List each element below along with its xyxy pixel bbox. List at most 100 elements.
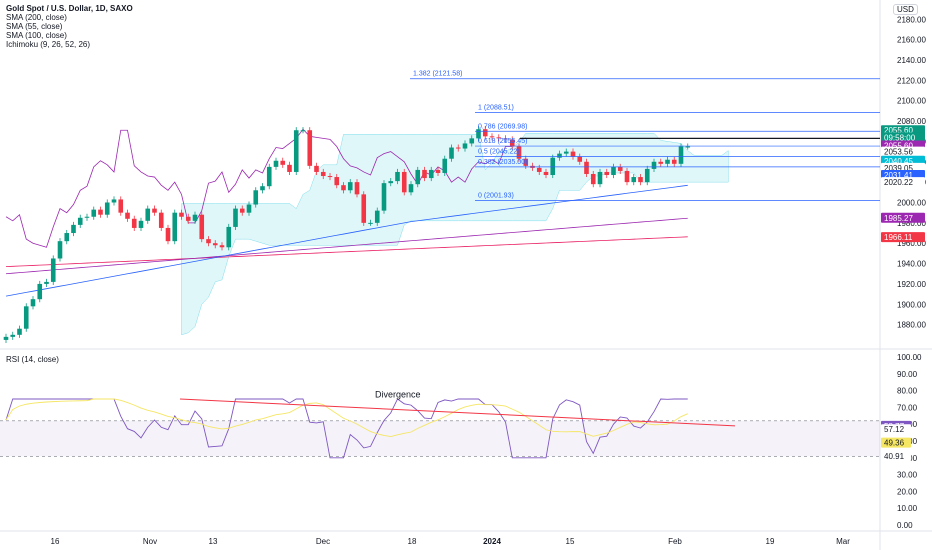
candle-body (104, 202, 110, 215)
candle-body (489, 136, 495, 138)
candle-body (584, 161, 589, 174)
candle-body (152, 208, 157, 213)
candle-body (557, 153, 562, 158)
rsi-line (5, 398, 688, 459)
candle-body (503, 138, 508, 140)
candle-body (10, 334, 16, 337)
indicator-sma100-label[interactable]: SMA (100, close) (6, 31, 67, 40)
time-tick-label: 19 (766, 537, 775, 546)
fib-level-label: 0.786 (2069.98) (478, 123, 527, 130)
price-axis-label: 2040.45 (884, 157, 913, 166)
candle-body (233, 208, 238, 227)
candle-body (361, 194, 367, 223)
price-axis-label: 2055.60 (884, 141, 913, 150)
rsi-tick-label: 100.00 (897, 353, 922, 362)
candle-body (368, 222, 373, 224)
price-tick-label: 1960.00 (897, 239, 926, 248)
candle-body (260, 186, 265, 191)
candle-body (604, 171, 610, 176)
candle-body (84, 216, 90, 218)
candle-body (388, 181, 394, 184)
candle-body (685, 146, 691, 148)
candle-body (91, 209, 97, 217)
candle-body (266, 166, 272, 187)
chart-legend: Gold Spot / U.S. Dollar, 1D, SAXO SMA (2… (6, 4, 133, 49)
price-label-bg (881, 146, 925, 157)
fib-level-label: 1.382 (2121.58) (413, 71, 462, 78)
currency-button[interactable]: USD (893, 4, 918, 15)
candle-body (536, 167, 542, 172)
price-tick-label: 1920.00 (897, 280, 926, 289)
rsi-tick-label: 20.00 (897, 487, 918, 496)
price-tick-label: 2000.00 (897, 198, 926, 207)
rsi-tick-label: 30.00 (897, 471, 918, 480)
indicator-ichimoku-label[interactable]: Ichimoku (9, 26, 52, 26) (6, 40, 91, 49)
rsi-tick-label: 80.00 (897, 387, 918, 396)
price-label-bg (881, 232, 925, 243)
time-tick-label: Dec (316, 537, 330, 546)
candle-body (219, 245, 225, 248)
candle-body (327, 176, 333, 178)
price-axis-label: 2055.60 (884, 126, 913, 135)
candle-body (455, 147, 461, 149)
candle-body (347, 182, 353, 191)
candle-body (334, 177, 340, 186)
candle-body (543, 171, 549, 176)
price-tick-label: 2160.00 (897, 36, 926, 45)
price-tick-label: 1940.00 (897, 260, 926, 269)
candle-body (611, 166, 616, 176)
indicator-sma200-label[interactable]: SMA (200, close) (6, 13, 67, 22)
candle-body (287, 164, 292, 172)
candle-body (185, 216, 191, 221)
rsi-ma-line (5, 398, 688, 438)
candle-body (3, 336, 9, 340)
candle-body (71, 224, 76, 234)
rsi-label-bg (881, 437, 911, 448)
candle-body (516, 146, 522, 159)
price-axis-label: 1985.27 (884, 214, 913, 223)
candle-body (523, 158, 529, 166)
candle-body (280, 160, 286, 165)
candle-body (145, 208, 151, 221)
rsi-axis-label: 40.91 (884, 452, 905, 461)
candle-body (138, 220, 144, 228)
candle-body (408, 184, 414, 193)
price-axis-label: 2020.22 (884, 178, 913, 187)
symbol-title[interactable]: Gold Spot / U.S. Dollar, 1D, SAXO (6, 4, 133, 13)
candle-body (374, 210, 380, 223)
fib-level-label: 1 (2088.51) (478, 104, 514, 111)
candle-body (300, 130, 306, 132)
price-axis-label: 09:58:00 (884, 133, 916, 142)
price-tick-label: 1900.00 (897, 300, 926, 309)
candle-body (678, 146, 684, 164)
time-tick-label: Feb (668, 537, 682, 546)
candle-body (57, 241, 63, 259)
rsi-tick-label: 90.00 (897, 370, 918, 379)
candle-body (401, 171, 407, 193)
rsi-band (0, 420, 880, 457)
candle-body (671, 159, 677, 164)
rsi-tick-label: 0.00 (897, 521, 913, 530)
rsi-title[interactable]: RSI (14, close) (6, 355, 59, 364)
indicator-sma55-label[interactable]: SMA (55, close) (6, 22, 63, 31)
candle-body (273, 160, 279, 167)
candle-body (192, 214, 198, 221)
candle-body (246, 204, 252, 213)
candle-body (23, 306, 29, 329)
candle-body (165, 227, 171, 242)
candle-body (37, 283, 43, 300)
candle-body (293, 130, 299, 172)
candle-body (550, 157, 556, 176)
price-axis-label: 2039.05 (884, 164, 913, 173)
rsi-label-bg (881, 424, 911, 435)
candle-body (462, 143, 468, 149)
candle-body (428, 169, 434, 179)
sma100-line (5, 217, 688, 275)
price-tick-label: 2100.00 (897, 97, 926, 106)
candle-body (118, 199, 124, 213)
candle-body (239, 208, 245, 213)
candle-body (651, 161, 657, 169)
price-tick-label: 2120.00 (897, 76, 926, 85)
divergence-label: Divergence (375, 389, 421, 399)
